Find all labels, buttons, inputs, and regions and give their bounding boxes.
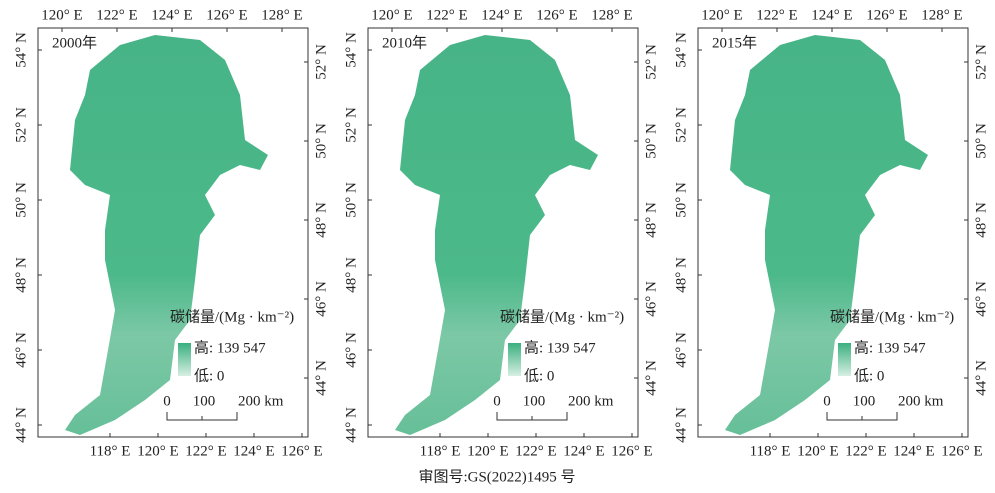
- right-tick-label: 44° N: [643, 360, 659, 396]
- legend-gradient: [838, 343, 851, 376]
- bottom-tick-label: 124° E: [233, 443, 274, 459]
- scale-label: 0: [823, 393, 831, 409]
- left-tick-label: 48° N: [13, 257, 29, 293]
- top-tick-label: 124° E: [151, 7, 192, 23]
- right-tick-label: 50° N: [973, 123, 989, 159]
- left-tick-label: 52° N: [673, 107, 689, 143]
- right-tick-label: 44° N: [313, 360, 329, 396]
- scale-label: 100: [193, 393, 216, 409]
- legend-title: 碳储量/(Mg · km⁻²): [170, 308, 294, 325]
- panel-year: 2000年: [52, 34, 97, 51]
- legend-title: 碳储量/(Mg · km⁻²): [500, 308, 624, 325]
- right-tick-label: 52° N: [643, 44, 659, 80]
- top-tick-label: 126° E: [866, 7, 907, 23]
- left-tick-label: 48° N: [343, 257, 359, 293]
- left-tick-label: 46° N: [343, 332, 359, 368]
- left-tick-label: 54° N: [343, 32, 359, 68]
- legend-high: 高: 139 547: [524, 339, 596, 356]
- right-tick-label: 52° N: [313, 44, 329, 80]
- top-tick-label: 120° E: [41, 7, 82, 23]
- right-tick-label: 46° N: [643, 281, 659, 317]
- scale-label: 0: [493, 393, 501, 409]
- top-tick-label: 128° E: [921, 7, 962, 23]
- bottom-tick-label: 126° E: [941, 443, 982, 459]
- legend-low: 低: 0: [854, 367, 884, 384]
- map-panel: 2015年 120° E 122° E 124° E 126° E 128° E 118° …: [673, 7, 989, 459]
- bottom-tick-label: 126° E: [611, 443, 652, 459]
- left-tick-label: 54° N: [13, 32, 29, 68]
- legend-high: 高: 139 547: [854, 339, 926, 356]
- bottom-tick-label: 122° E: [845, 443, 886, 459]
- bottom-tick-label: 124° E: [893, 443, 934, 459]
- top-tick-label: 124° E: [481, 7, 522, 23]
- left-tick-label: 50° N: [673, 182, 689, 218]
- top-tick-label: 122° E: [96, 7, 137, 23]
- scale-label: 200 km: [238, 393, 284, 409]
- top-tick-label: 120° E: [701, 7, 742, 23]
- legend-gradient: [178, 343, 191, 376]
- bottom-tick-label: 122° E: [185, 443, 226, 459]
- left-tick-label: 46° N: [673, 332, 689, 368]
- left-tick-label: 52° N: [13, 107, 29, 143]
- top-tick-label: 128° E: [591, 7, 632, 23]
- right-tick-label: 48° N: [313, 202, 329, 238]
- top-tick-label: 126° E: [536, 7, 577, 23]
- scale-label: 100: [523, 393, 546, 409]
- left-tick-label: 48° N: [673, 257, 689, 293]
- bottom-tick-label: 118° E: [750, 443, 791, 459]
- panel-year: 2015年: [712, 34, 757, 51]
- right-tick-label: 44° N: [973, 360, 989, 396]
- bottom-tick-label: 124° E: [563, 443, 604, 459]
- right-tick-label: 48° N: [643, 202, 659, 238]
- bottom-tick-label: 126° E: [281, 443, 322, 459]
- left-tick-label: 44° N: [343, 407, 359, 443]
- bottom-tick-label: 120° E: [797, 443, 838, 459]
- top-tick-label: 122° E: [426, 7, 467, 23]
- left-tick-label: 54° N: [673, 32, 689, 68]
- figure: 审图号:GS(2022)1495 号 2000年 120° E 122° E 124°…: [0, 0, 995, 493]
- scale-label: 200 km: [898, 393, 944, 409]
- legend-title: 碳储量/(Mg · km⁻²): [830, 308, 954, 325]
- scale-label: 0: [163, 393, 171, 409]
- right-tick-label: 50° N: [313, 123, 329, 159]
- legend-high: 高: 139 547: [194, 339, 266, 356]
- top-tick-label: 122° E: [756, 7, 797, 23]
- top-tick-label: 126° E: [206, 7, 247, 23]
- bottom-tick-label: 120° E: [467, 443, 508, 459]
- left-tick-label: 52° N: [343, 107, 359, 143]
- scale-label: 100: [853, 393, 876, 409]
- right-tick-label: 52° N: [973, 44, 989, 80]
- bottom-tick-label: 122° E: [515, 443, 556, 459]
- bottom-tick-label: 120° E: [137, 443, 178, 459]
- top-tick-label: 128° E: [261, 7, 302, 23]
- scale-label: 200 km: [568, 393, 614, 409]
- top-tick-label: 120° E: [371, 7, 412, 23]
- map-panel: 2000年 120° E 122° E 124° E 126° E 128° E 118° …: [13, 7, 329, 459]
- left-tick-label: 44° N: [673, 407, 689, 443]
- left-tick-label: 46° N: [13, 332, 29, 368]
- right-tick-label: 46° N: [313, 281, 329, 317]
- legend-low: 低: 0: [194, 367, 224, 384]
- panel-year: 2010年: [382, 34, 427, 51]
- left-tick-label: 50° N: [13, 182, 29, 218]
- left-tick-label: 44° N: [13, 407, 29, 443]
- right-tick-label: 48° N: [973, 202, 989, 238]
- map-approval-number: 审图号:GS(2022)1495 号: [418, 468, 575, 485]
- legend-low: 低: 0: [524, 367, 554, 384]
- right-tick-label: 46° N: [973, 281, 989, 317]
- bottom-tick-label: 118° E: [420, 443, 461, 459]
- top-tick-label: 124° E: [811, 7, 852, 23]
- map-panel: 2010年 120° E 122° E 124° E 126° E 128° E 118° …: [343, 7, 659, 459]
- right-tick-label: 50° N: [643, 123, 659, 159]
- bottom-tick-label: 118° E: [90, 443, 131, 459]
- legend-gradient: [508, 343, 521, 376]
- left-tick-label: 50° N: [343, 182, 359, 218]
